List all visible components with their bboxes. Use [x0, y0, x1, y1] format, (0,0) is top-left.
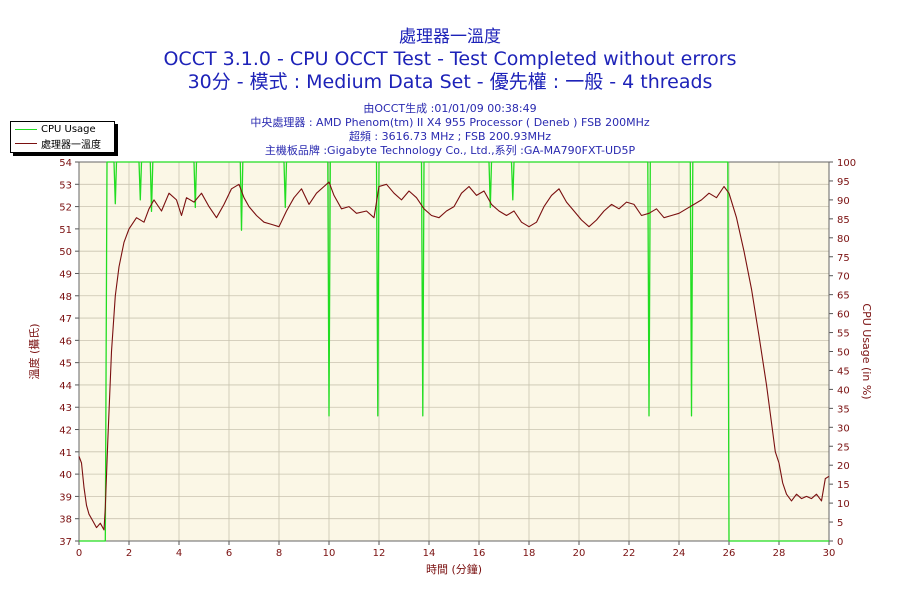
- x-tick-label: 24: [673, 548, 686, 559]
- series-line-temperature: [78, 181, 830, 531]
- legend-swatch-temp: [15, 142, 37, 144]
- x-tick-label: 0: [76, 548, 82, 559]
- y-right-tick-label: 60: [837, 310, 850, 321]
- y-left-tick-label: 37: [59, 537, 72, 548]
- x-tick-label: 30: [823, 548, 836, 559]
- y-left-tick-label: 39: [59, 492, 72, 503]
- y-left-tick-label: 46: [59, 336, 72, 347]
- y-left-tick-label: 38: [59, 515, 72, 526]
- y-right-tick-label: 15: [837, 480, 850, 491]
- y-right-tick-label: 100: [837, 158, 856, 169]
- y-left-tick-label: 43: [59, 403, 72, 414]
- y-right-tick-label: 95: [837, 177, 850, 188]
- y-right-tick-label: 70: [837, 272, 850, 283]
- y-left-tick-label: 49: [59, 269, 72, 280]
- y-right-tick-label: 35: [837, 404, 850, 415]
- y-right-tick-label: 85: [837, 215, 850, 226]
- y-left-tick-label: 42: [59, 426, 72, 437]
- y-right-tick-label: 5: [837, 518, 843, 529]
- y-left-tick-label: 51: [59, 225, 72, 236]
- x-tick-label: 22: [623, 548, 636, 559]
- y-left-tick-label: 40: [59, 470, 72, 481]
- chart-title: 處理器一溫度 OCCT 3.1.0 - CPU OCCT Test - Test…: [0, 26, 900, 94]
- y-left-tick-label: 52: [59, 203, 72, 214]
- legend-label-temp: 處理器一溫度: [41, 139, 101, 151]
- y-right-tick-label: 0: [837, 537, 843, 548]
- y-left-tick-label: 41: [59, 448, 72, 459]
- legend-item-cpu: CPU Usage: [11, 122, 114, 136]
- series-line-cpu-usage: [79, 161, 829, 542]
- x-tick-label: 16: [473, 548, 486, 559]
- y-right-tick-label: 25: [837, 442, 850, 453]
- y-right-tick-label: 10: [837, 499, 850, 510]
- y-left-tick-label: 53: [59, 180, 72, 191]
- y-right-tick-label: 75: [837, 253, 850, 264]
- y-right-tick-label: 30: [837, 423, 850, 434]
- x-tick-label: 28: [773, 548, 786, 559]
- x-tick-label: 26: [723, 548, 736, 559]
- plot-area: [79, 162, 829, 541]
- y-right-tick-label: 50: [837, 348, 850, 359]
- x-tick-label: 6: [226, 548, 232, 559]
- info-motherboard: 主機板品牌 :Gigabyte Technology Co., Ltd.,系列 …: [264, 144, 636, 157]
- x-tick-label: 4: [176, 548, 182, 559]
- x-tick-label: 8: [276, 548, 282, 559]
- x-tick-label: 10: [323, 548, 336, 559]
- legend-item-temp: 處理器一溫度: [11, 136, 114, 151]
- x-tick-label: 12: [373, 548, 386, 559]
- y-right-tick-label: 45: [837, 366, 850, 377]
- y-right-tick-label: 80: [837, 234, 850, 245]
- y-right-tick-label: 40: [837, 385, 850, 396]
- x-tick-label: 2: [126, 548, 132, 559]
- info-generated: 由OCCT生成 :01/01/09 00:38:49: [363, 102, 537, 115]
- system-info: 由OCCT生成 :01/01/09 00:38:49 中央處理器 : AMD P…: [0, 102, 900, 158]
- y-left-tick-label: 50: [59, 247, 72, 258]
- y-right-tick-label: 65: [837, 291, 850, 302]
- legend: CPU Usage 處理器一溫度: [10, 121, 115, 153]
- y-left-tick-label: 45: [59, 359, 72, 370]
- y-right-tick-label: 20: [837, 461, 850, 472]
- x-axis-label: 時間 (分鐘): [426, 562, 482, 576]
- title-line-2: OCCT 3.1.0 - CPU OCCT Test - Test Comple…: [163, 48, 737, 70]
- y-left-tick-label: 54: [59, 158, 72, 169]
- y-left-tick-label: 44: [59, 381, 72, 392]
- info-cpu: 中央處理器 : AMD Phenom(tm) II X4 955 Process…: [250, 116, 650, 129]
- y-left-axis-label: 溫度 (攝氏): [27, 323, 41, 379]
- y-right-tick-label: 55: [837, 329, 850, 340]
- info-overclock: 超頻 : 3616.73 MHz ; FSB 200.93MHz: [348, 130, 552, 143]
- y-right-axis-label: CPU Usage (in %): [860, 303, 873, 399]
- title-line-1: 處理器一溫度: [399, 27, 501, 47]
- y-left-tick-label: 48: [59, 292, 72, 303]
- y-right-tick-label: 90: [837, 196, 850, 207]
- legend-label-cpu: CPU Usage: [41, 123, 96, 135]
- x-tick-label: 14: [423, 548, 436, 559]
- x-tick-label: 20: [573, 548, 586, 559]
- title-line-3: 30分 - 模式 : Medium Data Set - 優先權 : 一般 - …: [187, 71, 713, 93]
- y-left-tick-label: 47: [59, 314, 72, 325]
- x-tick-label: 18: [523, 548, 536, 559]
- legend-swatch-cpu: [15, 128, 37, 130]
